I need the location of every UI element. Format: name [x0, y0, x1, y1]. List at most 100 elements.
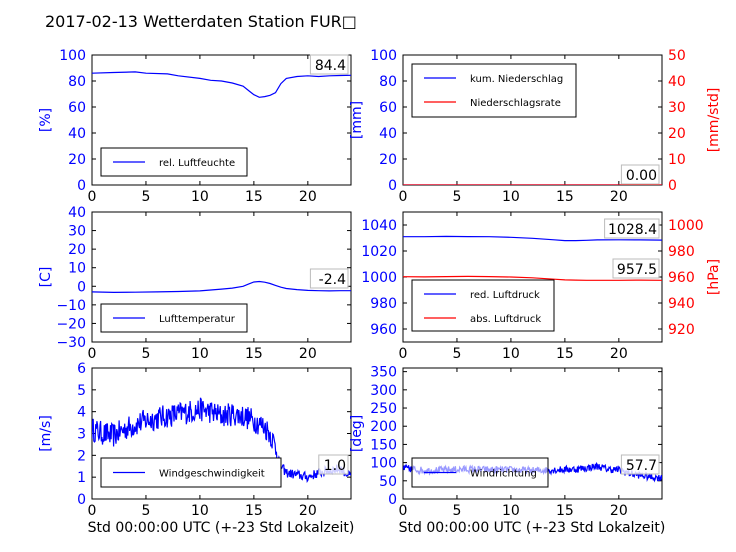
y-tick-label: 300	[370, 383, 397, 399]
y-tick-label: 100	[370, 456, 397, 472]
x-tick-label: 10	[191, 189, 209, 205]
x-tick-label: 0	[88, 189, 97, 205]
y-tick-label: 60	[379, 100, 397, 116]
figure-title: 2017-02-13 Wetterdaten Station FUR□	[45, 12, 357, 31]
y-tick-label: 1020	[361, 244, 397, 260]
y-tick-label: 80	[68, 74, 86, 90]
y2-tick-label: 10	[668, 152, 686, 168]
x-tick-label: 20	[610, 346, 628, 362]
y-tick-label: 0	[388, 492, 397, 508]
value-label: 1.0	[324, 458, 346, 474]
x-tick-label: 0	[88, 503, 97, 519]
x-tick-label: 20	[299, 503, 317, 519]
value-label-box	[318, 454, 349, 475]
legend-label: abs. Luftdruck	[470, 314, 541, 325]
y2-tick-label: 20	[668, 126, 686, 142]
y-tick-label: 1000	[361, 270, 397, 286]
x-tick-label: 5	[141, 503, 150, 519]
legend-box	[411, 279, 555, 332]
y-tick-label: 20	[379, 152, 397, 168]
value-label: 1028.4	[608, 222, 657, 238]
x-tick-label: 0	[399, 503, 408, 519]
y-axis-label: [deg]	[349, 415, 365, 452]
y-tick-label: 0	[388, 178, 397, 194]
series-line	[403, 235, 662, 242]
y2-tick-label: 30	[668, 100, 686, 116]
panel-2: 0 5 10 15 20 0 20 40 60 80 100 0 10 20 30 40 50 [mm] [mm/s…	[349, 48, 722, 205]
value-label-box	[620, 454, 660, 475]
y-tick-label: −10	[56, 298, 86, 314]
y-tick-label: 100	[59, 48, 86, 64]
x-tick-label: 15	[556, 346, 574, 362]
y2-tick-label: 0	[668, 178, 677, 194]
y2-tick-label: 940	[668, 296, 695, 312]
legend-label: Windgeschwindigkeit	[159, 469, 265, 480]
value-label: 57.7	[626, 458, 657, 474]
y-tick-label: 2	[77, 448, 86, 464]
value-label: 84.4	[315, 58, 346, 74]
y-tick-label: 10	[68, 261, 86, 277]
panel-1: 0 5 10 15 20 0 20 40 60 80 100 [%] rel. Luftfeuchte 8…	[38, 48, 352, 205]
x-tick-label: 20	[610, 189, 628, 205]
y-axis-label: [m/s]	[38, 415, 54, 452]
y-tick-label: 6	[77, 361, 86, 377]
value-label: 957.5	[617, 262, 657, 278]
y-tick-label: −20	[56, 316, 86, 332]
series-line	[92, 71, 351, 98]
x-tick-label: 5	[141, 189, 150, 205]
x-tick-label: 10	[191, 503, 209, 519]
y-tick-label: 150	[370, 437, 397, 453]
y-tick-label: 40	[379, 126, 397, 142]
y-tick-label: 60	[68, 100, 86, 116]
value-label-box	[309, 54, 349, 75]
y2-axis-label: [mm/std]	[706, 88, 722, 153]
y-tick-label: 4	[77, 405, 86, 421]
value-label-box	[620, 164, 660, 185]
y-tick-label: 350	[370, 365, 397, 381]
value-label-box	[604, 218, 660, 239]
y-tick-label: 960	[370, 322, 397, 338]
legend-label: rel. Luftfeuchte	[159, 158, 235, 169]
plot-frame	[91, 54, 352, 186]
y2-tick-label: 40	[668, 74, 686, 90]
x-tick-label: 0	[399, 346, 408, 362]
x-tick-label: 15	[556, 189, 574, 205]
value-label-box	[612, 258, 660, 279]
legend-label: kum. Niederschlag	[470, 74, 563, 85]
x-tick-label: 0	[399, 189, 408, 205]
y-tick-label: 5	[77, 383, 86, 399]
y2-tick-label: 50	[668, 48, 686, 64]
y2-tick-label: 1000	[668, 218, 704, 234]
x-tick-label: 10	[502, 346, 520, 362]
y2-tick-label: 920	[668, 322, 695, 338]
y-tick-label: 200	[370, 419, 397, 435]
x-tick-label: 5	[452, 189, 461, 205]
panel-4: 0 5 10 15 20 960 980 1000 1020 1040 920 940 960 980 10…	[361, 211, 722, 362]
series-line	[92, 280, 351, 294]
x-tick-label: 10	[191, 346, 209, 362]
y-tick-label: 0	[77, 492, 86, 508]
legend-label: Lufttemperatur	[159, 314, 236, 325]
legend-label: red. Luftdruck	[470, 290, 540, 301]
legend-box	[411, 63, 577, 118]
y-tick-label: 0	[77, 178, 86, 194]
y-tick-label: 20	[68, 152, 86, 168]
panel-6: 0 5 10 15 20050100150200250300350[deg]Windri…	[349, 365, 663, 519]
value-label: 0.00	[626, 168, 657, 184]
legend-label: Niederschlagsrate	[470, 98, 561, 109]
legend-label: Windrichtung	[470, 469, 537, 480]
y-axis-label: [mm]	[349, 101, 365, 139]
plot-frame	[91, 211, 352, 343]
y-tick-label: 40	[68, 126, 86, 142]
y2-tick-label: 980	[668, 244, 695, 260]
y2-tick-label: 960	[668, 270, 695, 286]
y-tick-label: 20	[68, 242, 86, 258]
y-tick-label: 50	[379, 474, 397, 490]
y-tick-label: 1	[77, 470, 86, 486]
x-tick-label: 15	[245, 503, 263, 519]
x-tick-label: 0	[88, 346, 97, 362]
x-tick-label: 5	[141, 346, 150, 362]
y-tick-label: 80	[379, 74, 397, 90]
y-tick-label: 0	[77, 279, 86, 295]
